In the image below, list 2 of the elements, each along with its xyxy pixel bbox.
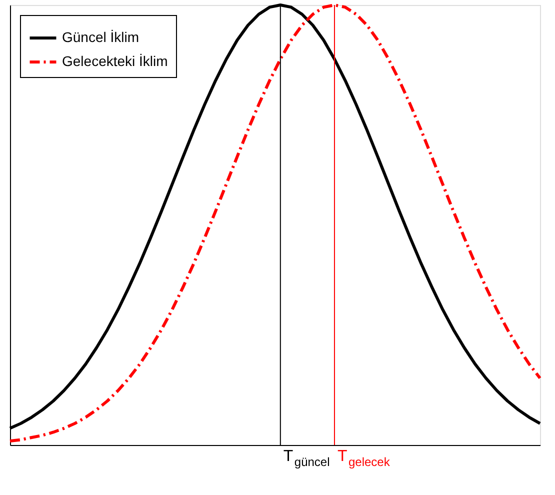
legend-label: Güncel İklim (62, 29, 140, 45)
legend-label: Gelecekteki İklim (62, 53, 168, 69)
